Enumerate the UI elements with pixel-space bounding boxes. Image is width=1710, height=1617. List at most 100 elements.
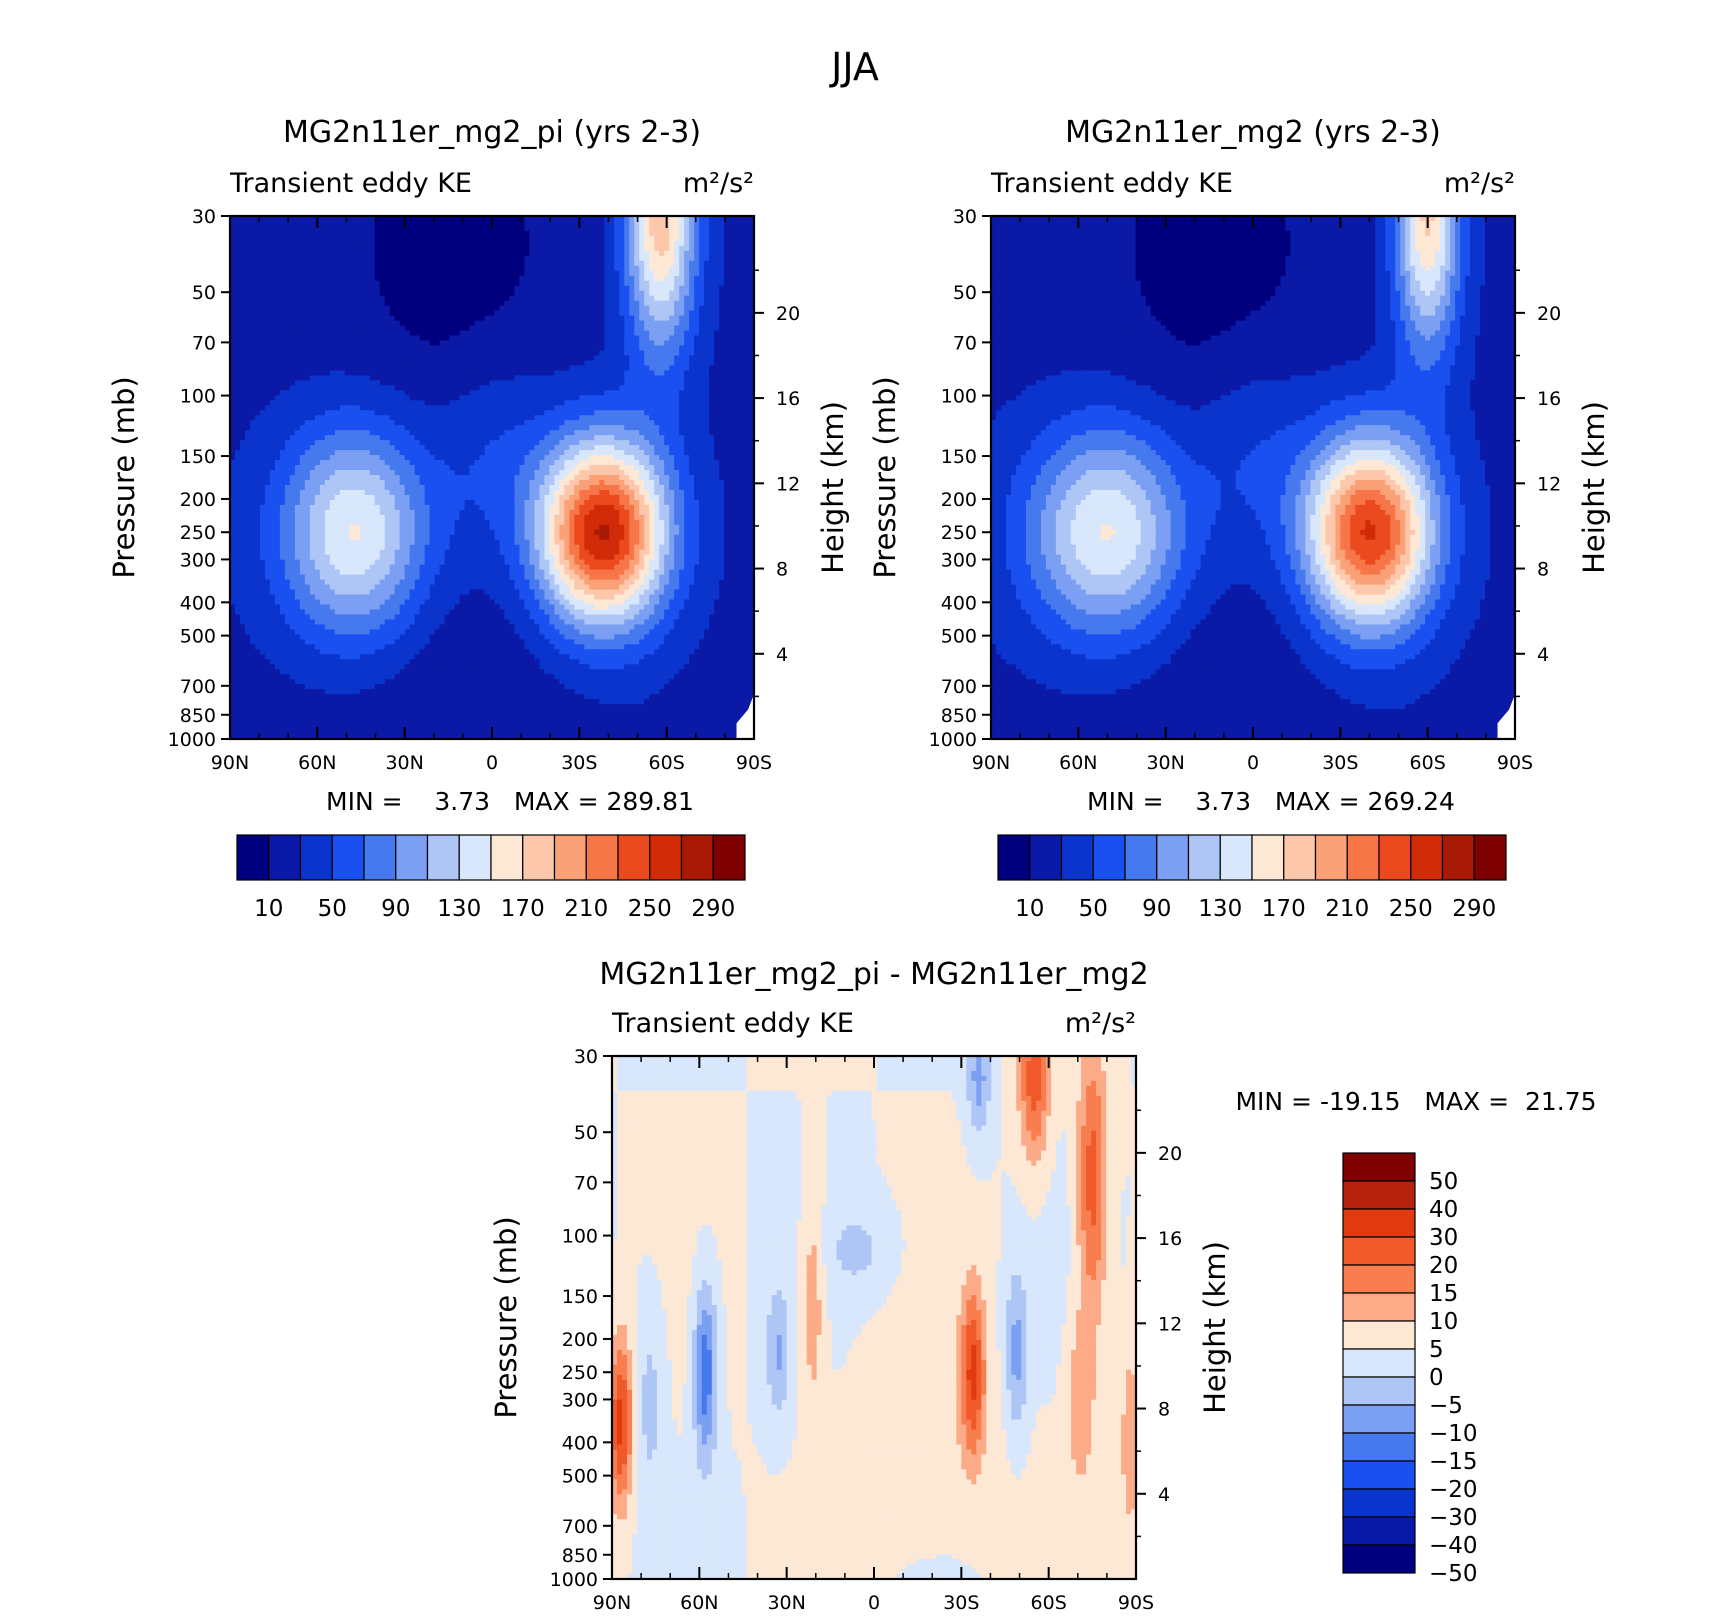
colorbar-label: 250 <box>628 896 672 922</box>
colorbar-label: 10 <box>1429 1309 1458 1335</box>
x-tick-label: 30S <box>943 1592 979 1614</box>
colorbar-label: 20 <box>1429 1253 1458 1279</box>
colorbar-label: 170 <box>501 896 545 922</box>
colorbar-swatch <box>617 834 651 881</box>
colorbar-swatch <box>1060 834 1094 881</box>
colorbar-swatch <box>1342 1292 1416 1322</box>
contour-field <box>230 216 754 739</box>
topography-mask <box>1497 694 1515 739</box>
colorbar-label: 10 <box>1015 896 1044 922</box>
y-tick-label: 200 <box>562 1329 598 1351</box>
y-tick-label: 250 <box>562 1362 598 1384</box>
y-tick-label: 100 <box>562 1226 598 1248</box>
x-tick-label: 0 <box>1247 752 1259 774</box>
y-tick-label: 100 <box>941 386 977 408</box>
y-tick-label: 30 <box>574 1046 598 1068</box>
y-axis-label: Pressure (mb) <box>868 376 902 578</box>
y-tick-label: 400 <box>941 592 977 614</box>
colorbar-label: 5 <box>1429 1337 1444 1363</box>
colorbar-label: 0 <box>1429 1365 1444 1391</box>
y-tick-label: 50 <box>574 1122 598 1144</box>
height-tick-label: 4 <box>1537 644 1549 666</box>
colorbar-swatch <box>1156 834 1190 881</box>
y-tick-label: 250 <box>180 522 216 544</box>
y-tick-label: 70 <box>574 1172 598 1194</box>
units-label: m²/s² <box>683 168 754 199</box>
colorbar-label: 290 <box>691 896 735 922</box>
y-tick-label: 200 <box>180 489 216 511</box>
colorbar-swatch <box>363 834 397 881</box>
y-tick-label: 500 <box>562 1466 598 1488</box>
colorbar-swatch <box>553 834 587 881</box>
y-tick-label: 300 <box>180 549 216 571</box>
colorbar-swatch <box>268 834 302 881</box>
colorbar-swatch <box>1342 1208 1416 1238</box>
y-tick-label: 100 <box>180 386 216 408</box>
colorbar-swatch <box>1342 1404 1416 1434</box>
colorbar-label: 50 <box>318 896 347 922</box>
y-tick-label: 1000 <box>929 729 977 751</box>
y-tick-label: 700 <box>180 676 216 698</box>
y-tick-label: 150 <box>941 446 977 468</box>
field-label: Transient eddy KE <box>229 168 472 199</box>
y-tick-label: 500 <box>180 626 216 648</box>
colorbar-swatch <box>1029 834 1063 881</box>
panel-pi: MG2n11er_mg2_pi (yrs 2-3) Transient eddy … <box>107 115 850 922</box>
y-tick-label: 300 <box>941 549 977 571</box>
colorbar-swatch <box>1251 834 1285 881</box>
height-tick-label: 4 <box>1158 1484 1170 1506</box>
panel-title: MG2n11er_mg2_pi - MG2n11er_mg2 <box>599 957 1148 992</box>
x-tick-label: 60N <box>1059 752 1097 774</box>
colorbar-label: 130 <box>437 896 481 922</box>
height-tick-label: 4 <box>776 644 788 666</box>
colorbar-swatch <box>997 834 1031 881</box>
colorbar-swatch <box>1473 834 1507 881</box>
colorbar-swatch <box>712 834 746 881</box>
colorbar-label: 210 <box>564 896 608 922</box>
colorbar-label: −10 <box>1429 1421 1478 1447</box>
contour-field <box>991 216 1515 739</box>
x-tick-label: 90S <box>736 752 772 774</box>
colorbar: 10 50 90 130 170 210 250 290 <box>997 834 1507 922</box>
colorbar-swatch <box>1314 834 1348 881</box>
y-tick-label: 70 <box>953 332 977 354</box>
colorbar-swatch <box>1441 834 1475 881</box>
colorbar-swatch <box>1342 1488 1416 1518</box>
y-tick-label: 50 <box>953 282 977 304</box>
field-label: Transient eddy KE <box>990 168 1233 199</box>
x-tick-label: 90N <box>211 752 249 774</box>
field-label: Transient eddy KE <box>611 1008 854 1039</box>
colorbar-swatch <box>395 834 429 881</box>
y-tick-label: 150 <box>562 1286 598 1308</box>
y-tick-label: 850 <box>562 1545 598 1567</box>
colorbar-swatch <box>1124 834 1158 881</box>
colorbar-label: −50 <box>1429 1561 1478 1587</box>
colorbar-label: −30 <box>1429 1505 1478 1531</box>
height-tick-label: 20 <box>1537 303 1561 325</box>
y-tick-label: 1000 <box>550 1569 598 1591</box>
colorbar-swatch <box>1346 834 1380 881</box>
height-axis-label: Height (km) <box>1577 401 1611 574</box>
colorbar-label: 130 <box>1198 896 1242 922</box>
x-tick-label: 60S <box>1031 1592 1067 1614</box>
colorbar-swatch <box>1342 1320 1416 1350</box>
colorbar-label: 210 <box>1325 896 1369 922</box>
height-tick-label: 12 <box>776 473 800 495</box>
height-tick-label: 12 <box>1158 1313 1182 1335</box>
y-tick-label: 500 <box>941 626 977 648</box>
colorbar-swatch <box>585 834 619 881</box>
colorbar-swatch <box>680 834 714 881</box>
height-tick-label: 16 <box>776 388 800 410</box>
height-tick-label: 12 <box>1537 473 1561 495</box>
colorbar-label: 90 <box>1142 896 1171 922</box>
x-tick-label: 30S <box>561 752 597 774</box>
page-title: JJA <box>829 45 879 89</box>
panel-control: MG2n11er_mg2 (yrs 2-3) Transient eddy KE m… <box>868 115 1611 922</box>
height-tick-label: 8 <box>776 559 788 581</box>
contour-field <box>612 1056 1136 1579</box>
colorbar-label: 50 <box>1079 896 1108 922</box>
x-tick-label: 90S <box>1118 1592 1154 1614</box>
x-tick-label: 30N <box>767 1592 805 1614</box>
colorbar-swatch <box>1342 1348 1416 1378</box>
